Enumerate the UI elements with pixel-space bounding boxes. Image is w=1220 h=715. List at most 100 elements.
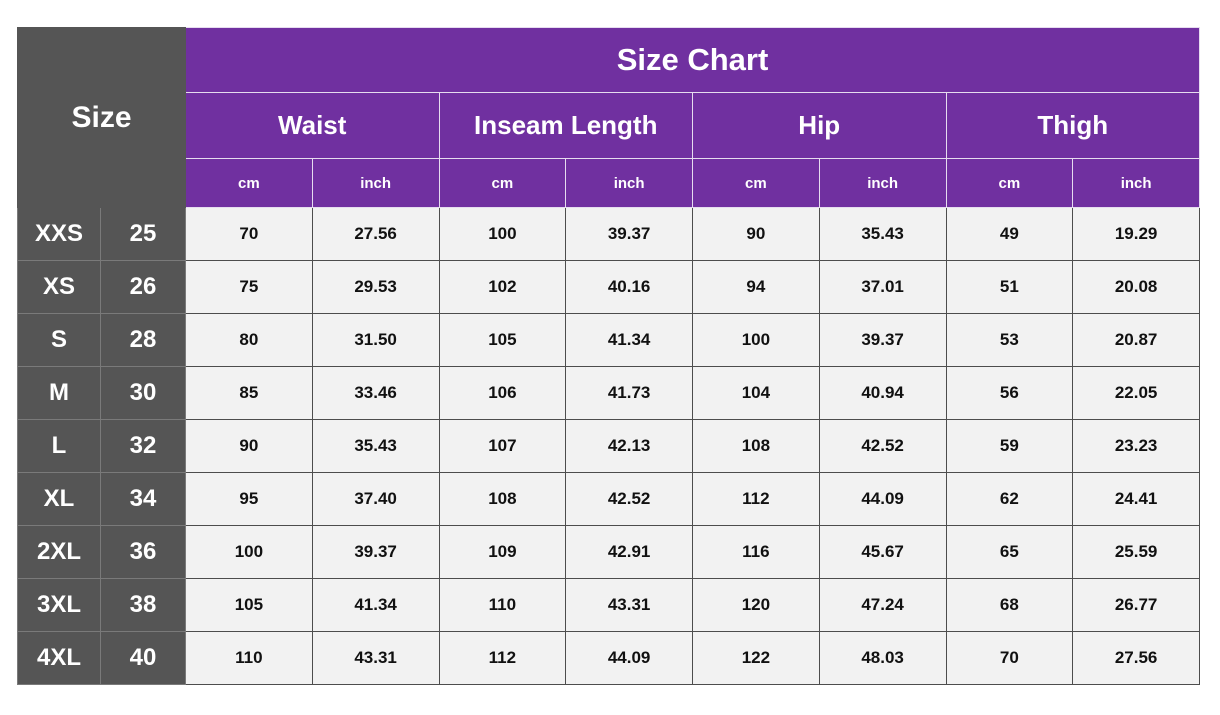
- measurement: 47.24: [818, 578, 947, 632]
- measurement: 120: [692, 578, 820, 632]
- measurement: 26.77: [1072, 578, 1200, 632]
- measurement: 112: [692, 472, 820, 526]
- size-number: 30: [100, 366, 186, 420]
- measurement: 56: [945, 366, 1074, 420]
- unit-header: cm: [945, 158, 1074, 208]
- measurement: 108: [438, 472, 567, 526]
- data-row: XL 34 95 37.40 108 42.52 112 44.09 62 24.41: [17, 472, 1200, 526]
- unit-header: inch: [311, 158, 440, 208]
- size-number: 40: [100, 631, 186, 685]
- unit-header: cm: [185, 158, 313, 208]
- data-row: S 28 80 31.50 105 41.34 100 39.37 53 20.87: [17, 313, 1200, 367]
- size-name: 3XL: [17, 578, 101, 632]
- data-row: L 32 90 35.43 107 42.13 108 42.52 59 23.23: [17, 419, 1200, 473]
- chart-title: Size Chart: [185, 27, 1200, 93]
- measurement: 40.94: [818, 366, 947, 420]
- measurement: 90: [692, 207, 820, 261]
- measurement: 27.56: [311, 207, 440, 261]
- measurement: 70: [945, 631, 1074, 685]
- measurement: 43.31: [311, 631, 440, 685]
- measurement: 104: [692, 366, 820, 420]
- unit-header: inch: [1072, 158, 1200, 208]
- measurement: 122: [692, 631, 820, 685]
- measurement: 35.43: [818, 207, 947, 261]
- unit-header: inch: [565, 158, 693, 208]
- measurement: 41.34: [565, 313, 693, 367]
- measurement: 40.16: [565, 260, 693, 314]
- measurement: 20.08: [1072, 260, 1200, 314]
- group-header: Waist: [185, 92, 440, 159]
- data-row: 3XL 38 105 41.34 110 43.31 120 47.24 68 26.77: [17, 578, 1200, 632]
- measurement: 109: [438, 525, 567, 579]
- unit-header: inch: [818, 158, 947, 208]
- data-row: XXS 25 70 27.56 100 39.37 90 35.43 49 19.29: [17, 207, 1200, 261]
- data-row: 4XL 40 110 43.31 112 44.09 122 48.03 70 27.56: [17, 631, 1200, 685]
- measurement: 19.29: [1072, 207, 1200, 261]
- size-number: 28: [100, 313, 186, 367]
- measurement: 43.31: [565, 578, 693, 632]
- measurement: 80: [185, 313, 313, 367]
- size-number: 32: [100, 419, 186, 473]
- group-row: Waist Inseam Length Hip Thigh: [18, 92, 1200, 159]
- measurement: 31.50: [311, 313, 440, 367]
- measurement: 100: [185, 525, 313, 579]
- measurement: 102: [438, 260, 567, 314]
- measurement: 29.53: [311, 260, 440, 314]
- measurement: 75: [185, 260, 313, 314]
- size-chart-table: Size Size Chart Waist Inseam Length Hip Thigh…: [17, 27, 1200, 685]
- measurement: 85: [185, 366, 313, 420]
- measurement: 39.37: [311, 525, 440, 579]
- title-row: Size Size Chart: [17, 27, 1200, 208]
- size-name: 2XL: [17, 525, 101, 579]
- measurement: 100: [438, 207, 567, 261]
- measurement: 53: [945, 313, 1074, 367]
- measurement: 110: [185, 631, 313, 685]
- measurement: 27.56: [1072, 631, 1200, 685]
- data-row: 2XL 36 100 39.37 109 42.91 116 45.67 65 25.59: [17, 525, 1200, 579]
- measurement: 44.09: [818, 472, 947, 526]
- measurement: 37.01: [818, 260, 947, 314]
- measurement: 45.67: [818, 525, 947, 579]
- measurement: 106: [438, 366, 567, 420]
- measurement: 49: [945, 207, 1074, 261]
- unit-row: cm inch cm inch cm inch cm inch: [18, 158, 1200, 208]
- size-number: 36: [100, 525, 186, 579]
- measurement: 105: [185, 578, 313, 632]
- size-name: XL: [17, 472, 101, 526]
- group-header: Thigh: [945, 92, 1200, 159]
- size-number: 25: [100, 207, 186, 261]
- measurement: 42.13: [565, 419, 693, 473]
- measurement: 42.52: [818, 419, 947, 473]
- measurement: 42.91: [565, 525, 693, 579]
- measurement: 65: [945, 525, 1074, 579]
- measurement: 95: [185, 472, 313, 526]
- measurement: 59: [945, 419, 1074, 473]
- size-name: S: [17, 313, 101, 367]
- size-name: XS: [17, 260, 101, 314]
- measurement: 39.37: [565, 207, 693, 261]
- measurement: 24.41: [1072, 472, 1200, 526]
- size-header: Size: [17, 27, 186, 208]
- size-number: 26: [100, 260, 186, 314]
- measurement: 37.40: [311, 472, 440, 526]
- data-row: XS 26 75 29.53 102 40.16 94 37.01 51 20.08: [17, 260, 1200, 314]
- measurement: 112: [438, 631, 567, 685]
- measurement: 20.87: [1072, 313, 1200, 367]
- measurement: 39.37: [818, 313, 947, 367]
- measurement: 100: [692, 313, 820, 367]
- measurement: 25.59: [1072, 525, 1200, 579]
- measurement: 41.34: [311, 578, 440, 632]
- measurement: 41.73: [565, 366, 693, 420]
- measurement: 108: [692, 419, 820, 473]
- measurement: 51: [945, 260, 1074, 314]
- unit-header: cm: [692, 158, 820, 208]
- size-name: L: [17, 419, 101, 473]
- measurement: 94: [692, 260, 820, 314]
- measurement: 23.23: [1072, 419, 1200, 473]
- size-name: 4XL: [17, 631, 101, 685]
- measurement: 107: [438, 419, 567, 473]
- group-header: Hip: [692, 92, 947, 159]
- data-row: M 30 85 33.46 106 41.73 104 40.94 56 22.05: [17, 366, 1200, 420]
- measurement: 70: [185, 207, 313, 261]
